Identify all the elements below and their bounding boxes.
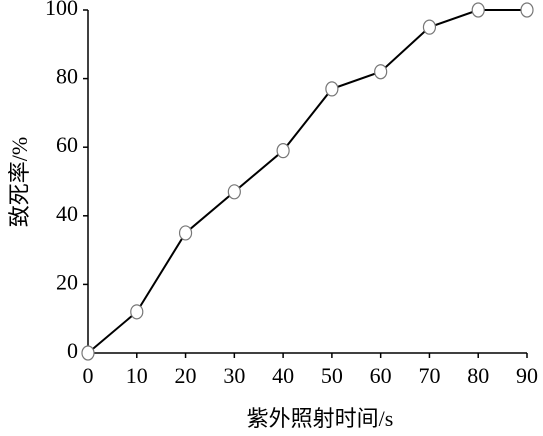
- marker: [374, 64, 388, 80]
- y-tick-label: 20: [56, 269, 78, 294]
- x-tick-label: 20: [175, 363, 197, 388]
- x-tick-label: 0: [83, 363, 94, 388]
- y-tick-label: 40: [56, 201, 78, 226]
- x-tick-label: 30: [223, 363, 245, 388]
- x-tick-label: 90: [516, 363, 538, 388]
- y-tick-label: 60: [56, 132, 78, 157]
- marker: [178, 225, 193, 241]
- marker: [471, 2, 485, 18]
- marker: [325, 81, 339, 97]
- x-tick-label: 80: [467, 363, 489, 388]
- marker: [276, 143, 290, 159]
- y-tick-label: 0: [67, 338, 78, 363]
- x-tick-label: 70: [418, 363, 440, 388]
- x-tick-label: 60: [370, 363, 392, 388]
- y-axis-label: 致死率/%: [7, 137, 32, 227]
- x-tick-label: 40: [272, 363, 294, 388]
- y-tick-label: 80: [56, 64, 78, 89]
- marker: [227, 184, 241, 200]
- marker: [520, 2, 534, 18]
- marker: [422, 19, 437, 35]
- y-tick-label: 100: [45, 0, 78, 20]
- x-axis-label: 紫外照射时间/s: [247, 406, 394, 431]
- x-tick-label: 50: [321, 363, 343, 388]
- x-tick-label: 10: [126, 363, 148, 388]
- marker: [130, 304, 144, 320]
- marker: [81, 345, 95, 361]
- line: [87, 9, 527, 354]
